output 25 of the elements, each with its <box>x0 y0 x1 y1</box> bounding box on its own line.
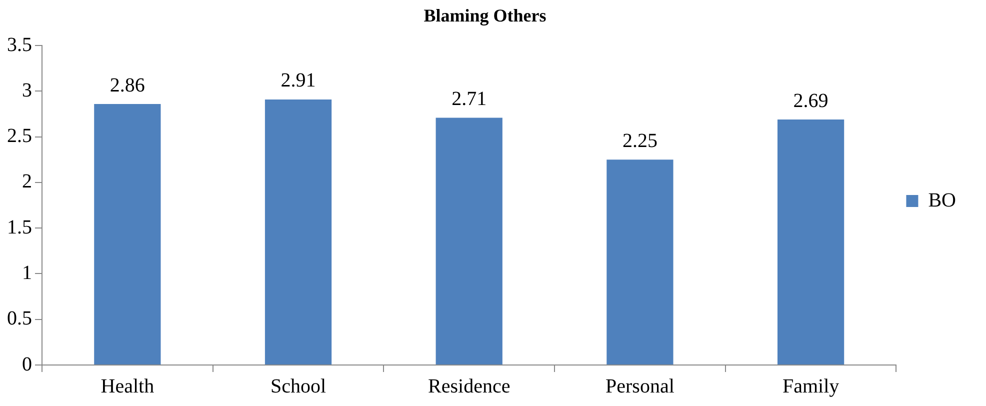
data-label: 2.25 <box>622 130 658 152</box>
data-label: 2.91 <box>280 70 316 92</box>
y-tick-label: 0.5 <box>7 308 32 330</box>
y-tick-label: 2 <box>22 170 32 193</box>
y-tick-label: 0 <box>22 353 32 376</box>
x-tick-label: Health <box>100 375 154 398</box>
y-tick-label: 1 <box>22 262 32 284</box>
x-tick-label: Residence <box>428 375 510 398</box>
data-label: 2.71 <box>452 88 487 110</box>
bar <box>606 160 674 364</box>
x-tick-label: Personal <box>606 375 675 398</box>
x-tick-label: School <box>270 375 326 398</box>
legend-label: BO <box>928 189 956 212</box>
y-tick-label: 2.5 <box>7 125 32 148</box>
x-tick-label: Family <box>782 375 840 398</box>
bar <box>436 118 502 364</box>
y-tick-label: 1.5 <box>7 216 32 238</box>
data-label: 2.86 <box>110 74 145 96</box>
bar <box>94 104 161 364</box>
bar <box>264 99 332 364</box>
chart-title: Blaming Others <box>424 5 546 26</box>
data-label: 2.69 <box>793 90 828 112</box>
bar <box>777 120 844 364</box>
y-tick-label: 3.5 <box>7 34 32 56</box>
y-tick-label: 3 <box>22 79 32 102</box>
